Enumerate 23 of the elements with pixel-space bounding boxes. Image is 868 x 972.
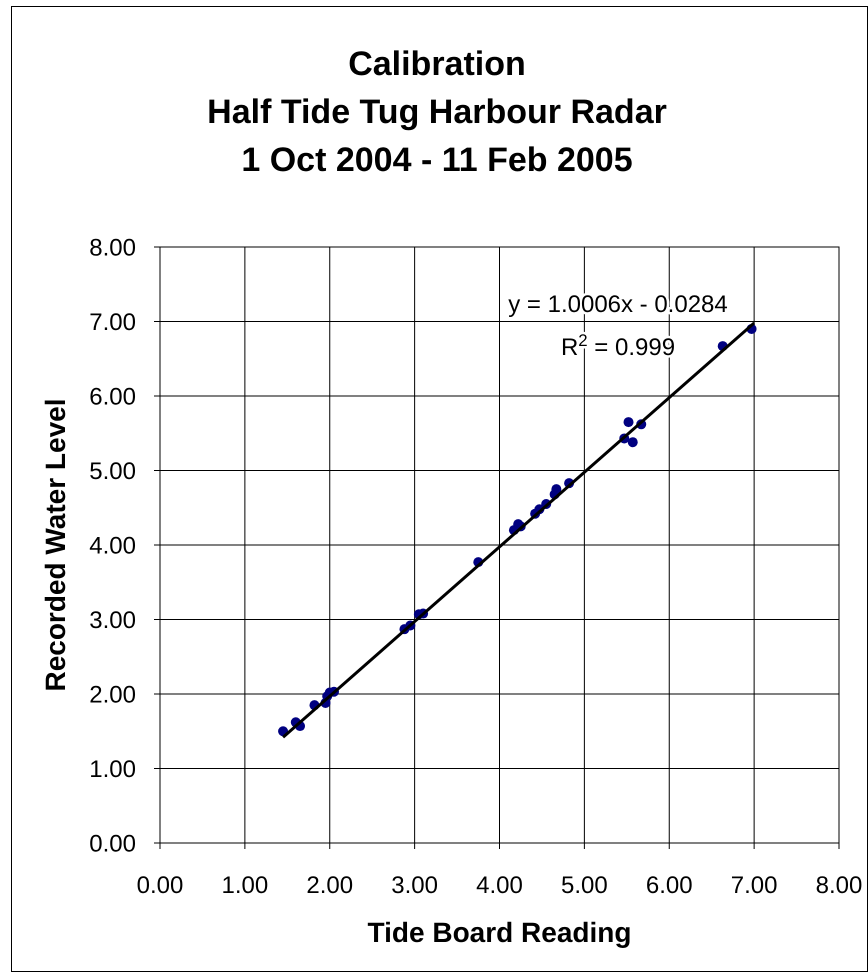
y-axis-title: Recorded Water Level <box>40 398 71 692</box>
x-tick-label: 8.00 <box>816 872 862 899</box>
y-tick-label: 6.00 <box>89 383 136 410</box>
y-tick-label: 1.00 <box>89 756 136 783</box>
y-tick-label: 4.00 <box>89 532 136 560</box>
x-tick-label: 1.00 <box>222 872 268 899</box>
x-tick-label: 5.00 <box>561 872 608 899</box>
y-tick-label: 8.00 <box>89 234 136 262</box>
y-tick-label: 7.00 <box>89 308 136 336</box>
y-tick-label: 0.00 <box>89 830 136 858</box>
x-tick-label: 3.00 <box>391 872 438 899</box>
y-tick-label: 5.00 <box>89 458 136 485</box>
y-tick-label: 2.00 <box>89 681 136 708</box>
x-tick-label: 2.00 <box>306 872 354 899</box>
y-tick-label: 3.00 <box>89 606 136 634</box>
x-tick-label: 0.00 <box>136 872 184 899</box>
x-tick-label: 7.00 <box>730 872 778 899</box>
point <box>624 417 634 428</box>
point <box>628 437 638 448</box>
x-axis-title: Tide Board Reading <box>368 917 632 948</box>
chart-title: Calibration Half Tide Tug Harbour Radar 1 Oct 2004 - 11 Feb 2005 <box>207 45 667 179</box>
x-tick-label: 6.00 <box>646 872 693 899</box>
x-tick-label: 4.00 <box>476 872 523 899</box>
